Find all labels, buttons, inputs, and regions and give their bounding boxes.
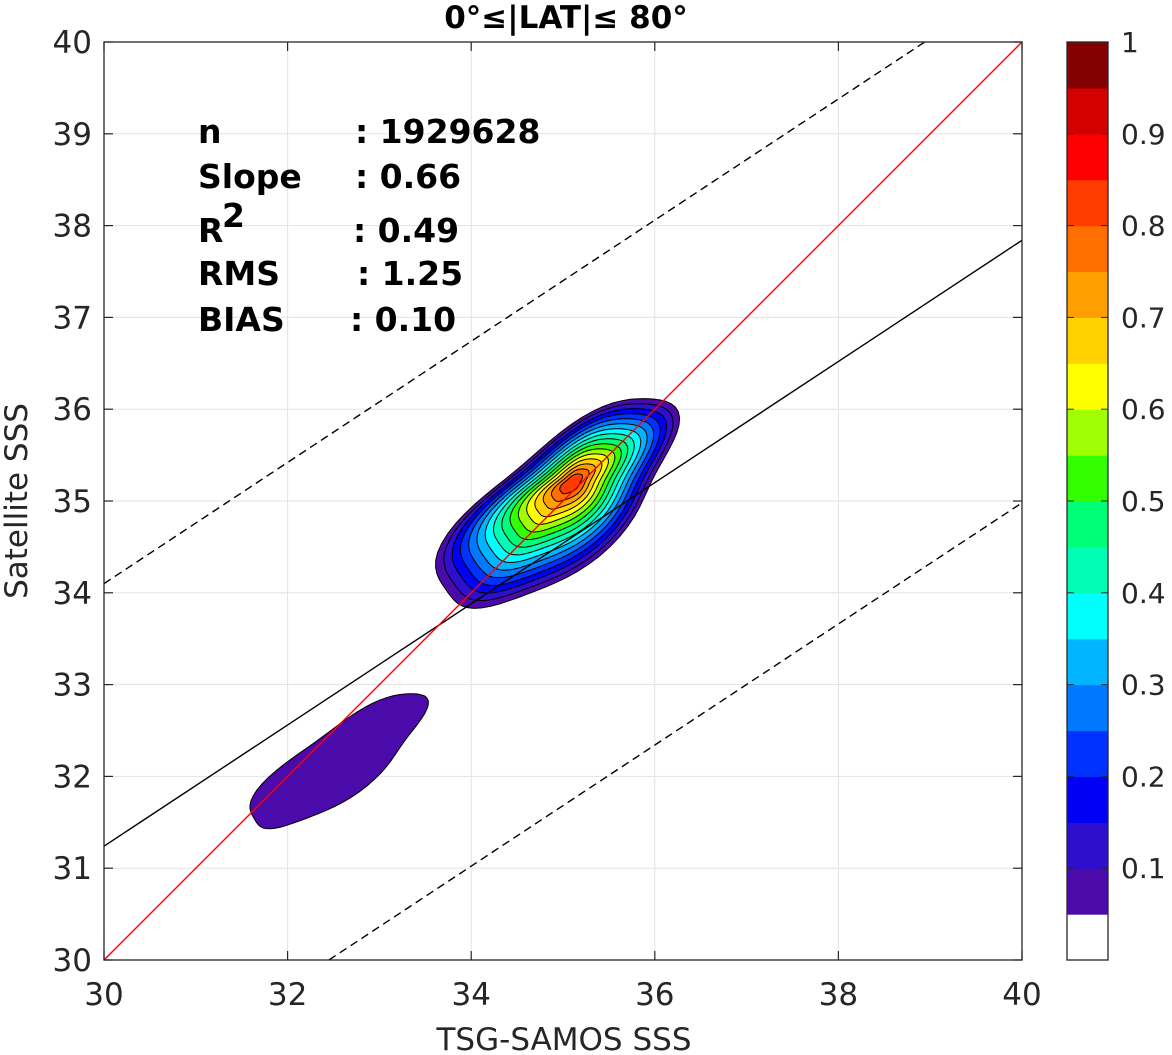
colorbar-swatch [1067,87,1108,135]
colorbar-swatch [1067,42,1108,89]
x-tick-label: 32 [268,977,307,1013]
upper-bound-line [104,42,926,585]
y-tick-label: 30 [53,943,92,979]
stat-value: : 0.49 [353,211,459,250]
colorbar-tick-label: 0.9 [1121,118,1166,151]
colorbar-tick-label: 0.5 [1121,485,1166,518]
stat-label: R [198,211,223,250]
colorbar-swatch [1067,363,1108,410]
colorbar-tick-label: 0.3 [1121,669,1166,702]
lower-bound-line [328,502,1022,960]
y-tick-label: 34 [53,576,92,612]
y-tick-label: 38 [53,209,92,245]
stats-box: n : 1929628 Slope : 0.66 R2 : 0.49 RMS : 1.25 BI… [198,112,540,339]
colorbar-swatch [1067,501,1108,548]
colorbar-swatch [1067,776,1108,823]
stat-label: BIAS [198,300,285,339]
colorbar-swatch [1067,409,1108,456]
colorbar-swatch [1067,592,1108,640]
colorbar-swatch [1067,868,1108,915]
y-axis-label: Satellite SSS [0,403,35,599]
colorbar-tick-label: 0.6 [1121,393,1166,426]
stat-label: n [198,112,222,151]
y-tick-label: 36 [53,392,92,428]
colorbar-swatch [1067,455,1108,502]
x-tick-label: 36 [635,977,674,1013]
x-tick-label: 34 [451,977,490,1013]
axis-ticks: 30 32 34 36 38 40 30 31 32 33 34 35 36 37 38 39 40 [53,25,1042,1013]
colorbar-tick-label: 0.2 [1121,760,1166,793]
one-to-one-line [104,42,1022,960]
stat-value: : 1929628 [355,112,540,151]
stat-value: : 0.10 [350,300,456,339]
y-tick-label: 35 [53,484,92,520]
colorbar-tick-label: 0.4 [1121,577,1166,610]
colorbar-swatch [1067,225,1108,273]
colorbar-swatch [1067,179,1108,227]
regression-line [104,239,1022,847]
y-tick-label: 40 [53,25,92,61]
colorbar-swatch [1067,546,1108,594]
colorbar-swatch [1067,317,1108,364]
x-tick-label: 30 [84,977,123,1013]
stat-label: Slope [198,157,302,196]
y-tick-label: 39 [53,117,92,153]
y-tick-label: 32 [53,759,92,795]
y-tick-label: 37 [53,300,92,336]
colorbar-tick-label: 0.8 [1121,210,1166,243]
x-tick-label: 40 [1002,977,1041,1013]
colorbar-swatch [1067,638,1108,686]
fit-lines [104,42,1022,960]
y-tick-label: 31 [53,851,92,887]
stat-label-superscript: 2 [222,196,245,235]
colorbar: 0.1 0.2 0.3 0.4 0.5 0.6 0.7 0.8 0.9 1 [1066,26,1166,961]
stat-label: RMS [198,254,280,293]
stat-value: : 0.66 [355,157,461,196]
grid [104,42,1022,960]
colorbar-swatch [1067,822,1108,869]
x-axis-label: TSG-SAMOS SSS [436,1022,692,1055]
colorbar-swatch [1067,730,1108,777]
colorbar-tick-label: 0.1 [1121,852,1166,885]
x-tick-label: 38 [819,977,858,1013]
stat-value: : 1.25 [357,254,463,293]
chart-title: 0°≤|LAT|≤ 80° [444,0,688,36]
colorbar-swatch [1067,684,1108,732]
density-contour-low-cluster [249,693,429,830]
colorbar-swatch [1067,914,1108,961]
colorbar-swatch [1067,271,1108,318]
colorbar-tick-label: 0.7 [1121,301,1166,334]
colorbar-tick-label: 1 [1121,26,1139,59]
colorbar-swatch [1067,133,1108,181]
y-tick-label: 33 [53,668,92,704]
